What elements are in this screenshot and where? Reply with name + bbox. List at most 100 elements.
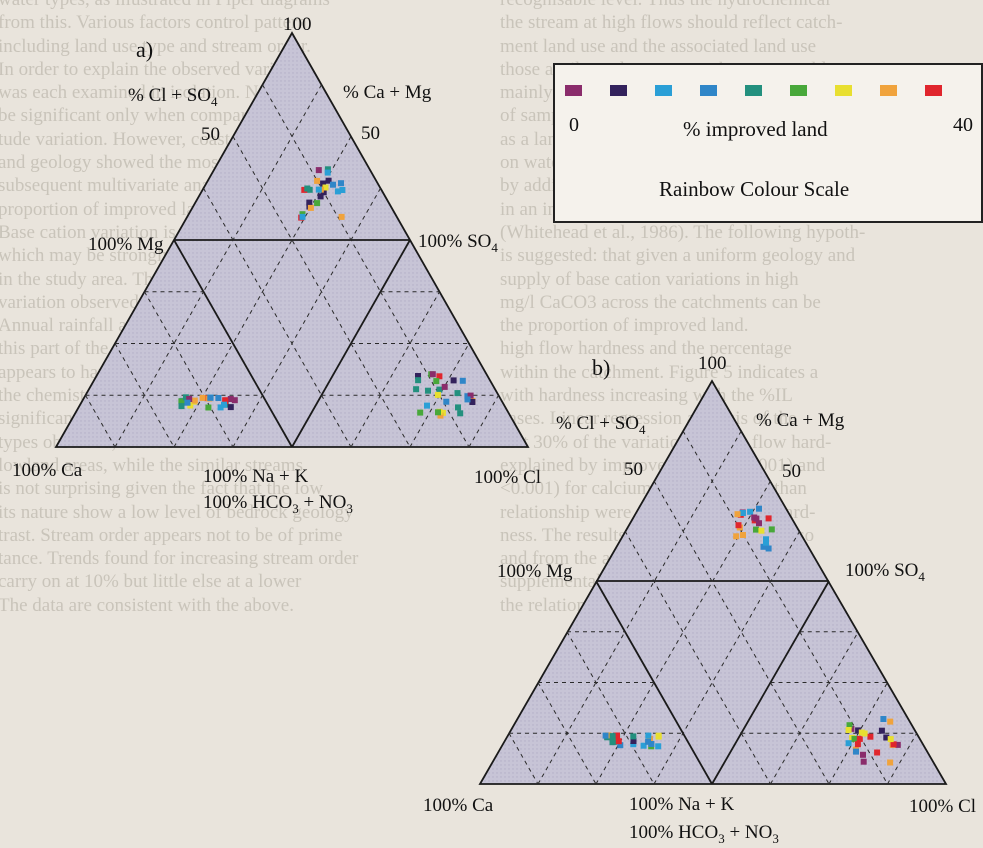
sample-point [457,410,464,417]
legend-min-label: 0 [569,114,579,136]
panel-a-top-label: 100 [283,14,312,35]
sample-point [614,732,620,739]
panel-a-so4-corner-label: 100% SO4 [418,231,498,255]
sample-point [655,743,662,750]
background-text-left-line: be significant only when comparing the [0,105,300,127]
grid-line [321,395,352,448]
legend-swatch [655,85,672,96]
sample-point [339,187,346,193]
sample-point [450,377,457,384]
panel-a-left-fifty-label: 50 [201,124,220,145]
sample-point [182,394,189,401]
background-text-left-line: trast. Stream order appears not to be of… [0,524,343,546]
grid-line [566,631,655,785]
sample-point [645,732,652,739]
background-text-left-line: lowland areas, while the similar streams [0,454,303,476]
sample-point [894,741,901,748]
background-text-left-line: carry on at 10% but little else at a low… [0,571,302,593]
panel-b-sample-points [602,505,901,766]
piper-panel-b: b) 100 % Cl + SO4 % Ca + Mg 50 50 100% M… [423,353,976,846]
sample-point [756,520,762,527]
sample-point [845,727,852,733]
panel-b-hco3-label: 100% HCO3 + NO3 [629,822,779,846]
sample-point [851,735,858,742]
sample-point [860,758,867,765]
sample-point [751,514,758,521]
sample-point [304,185,311,192]
grid-line [508,733,539,785]
sample-point [425,387,431,394]
grid-line [380,291,470,448]
grid-line [624,530,742,734]
sample-point [880,716,887,722]
sample-point [320,180,327,187]
sample-point [415,377,422,384]
background-text-left-line: is not surprising given the fact that th… [0,478,324,500]
sample-point [454,390,461,397]
background-text-right-line: within the catchment. Figure 5 indicates… [500,361,819,383]
sample-point [434,391,441,398]
grid-line [350,291,440,448]
panel-b-anion-axis-label: % Cl + SO4 [556,413,646,437]
grid-line [537,631,626,785]
sample-point [858,729,865,736]
panel-b-right-fifty-label: 50 [782,461,801,482]
sample-point [853,748,859,755]
sample-point [860,751,866,758]
panel-b-so4-corner-label: 100% SO4 [845,560,925,584]
sample-point [186,396,193,402]
background-text-right-line: recognisable level. Thus the hydrochemic… [500,0,980,11]
panel-b-nak-label: 100% Na + K [629,794,734,815]
panel-b-cl-corner-label: 100% Cl [909,796,976,817]
sample-point [856,735,863,742]
sample-point [413,386,420,393]
sample-point [756,505,762,512]
grid-line [770,682,830,785]
sample-point [443,398,450,405]
sample-point [734,511,741,518]
sample-point [215,395,222,401]
background-text-left-line: was each examined in isolation. Nine [0,82,282,104]
sample-point [648,741,655,747]
sample-point [768,526,775,533]
background-text-left-line: its nature show a low level of bedrock g… [0,501,354,523]
sample-point [763,536,769,543]
panel-a-cl-corner-label: 100% Cl [474,467,541,488]
grid-line [740,733,771,785]
grid-line [350,343,411,448]
sample-point [207,394,214,401]
legend-swatch [745,85,762,96]
grid-line [682,430,801,633]
legend-swatch [925,85,942,96]
legend-max-label: 40 [953,114,973,136]
sample-point [640,742,647,749]
sample-point [222,398,229,405]
legend-swatch [790,85,807,96]
sample-point [887,718,894,725]
sample-point [846,722,853,729]
sample-point [878,727,885,734]
sample-point [178,403,185,410]
background-text-left-line: from this. Various factors control patte… [0,12,307,34]
legend-swatch [565,85,582,96]
colour-scale-legend: 0 40 % improved land Rainbow Colour Scal… [553,63,983,223]
sample-point [429,371,436,378]
sample-point [610,738,617,745]
sample-point [765,545,772,552]
sample-point [221,401,227,408]
panel-b-outline [478,379,948,785]
panel-a-hco3-label: 100% HCO3 + NO3 [203,492,353,516]
panel-b-mg-corner-label: 100% Mg [497,561,573,582]
sample-point [314,200,321,207]
legend-swatch [835,85,852,96]
sample-point [314,177,321,184]
background-text-left-line: In order to explain the observed variati… [0,58,313,80]
sample-point [307,204,314,211]
grid-line [653,480,771,683]
sample-point [325,177,332,184]
panel-b-label: b) [592,355,610,380]
background-text-left-line: including land use type and stream order… [0,35,311,57]
sample-point [883,734,890,741]
panel-a-anion-axis-label: % Cl + SO4 [128,85,218,109]
sample-point [322,184,329,191]
